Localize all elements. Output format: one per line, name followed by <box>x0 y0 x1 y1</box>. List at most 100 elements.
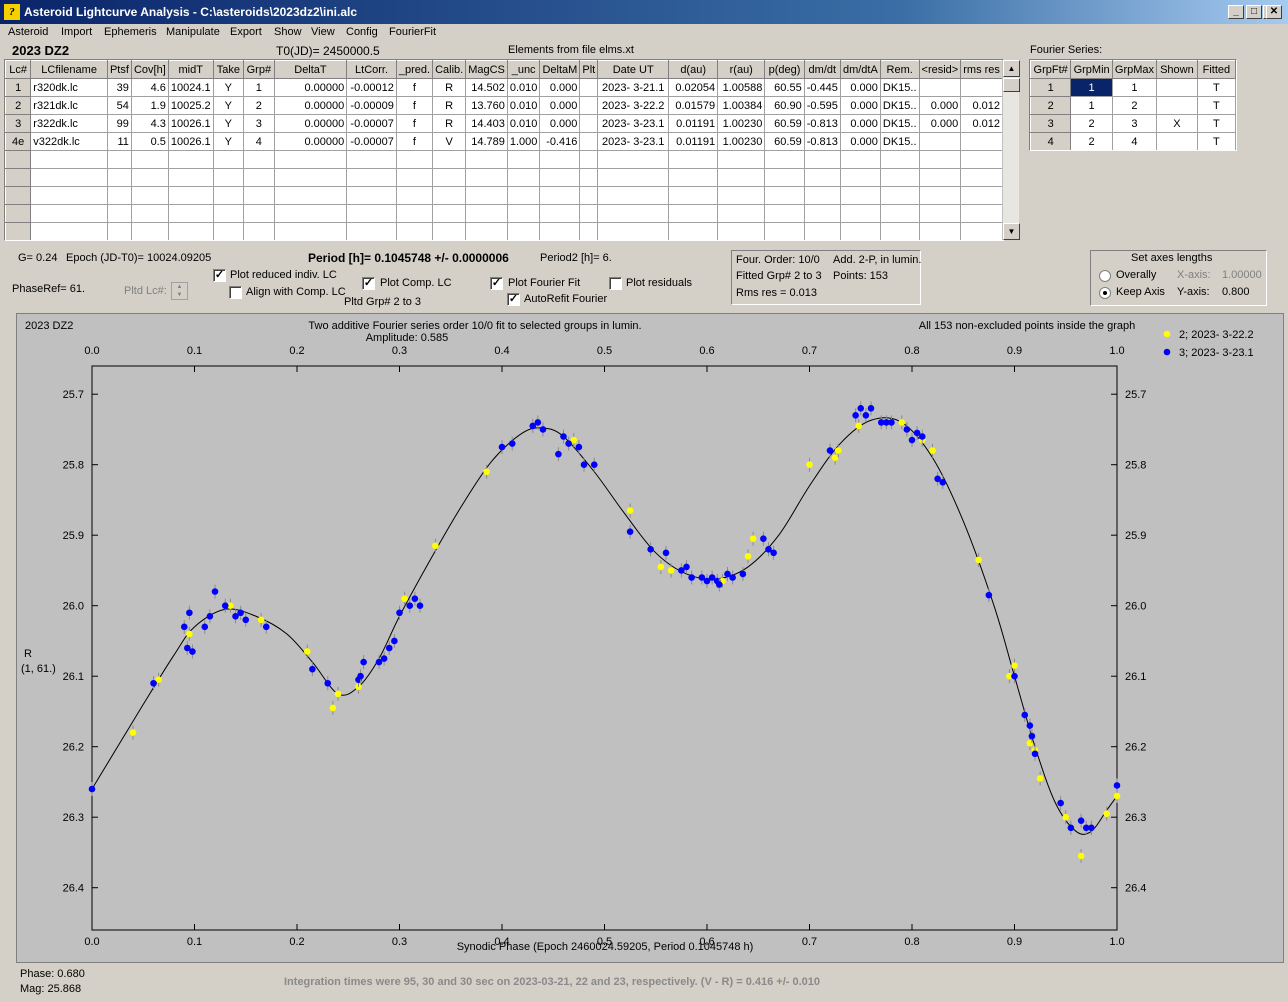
lc-cell[interactable] <box>432 168 467 187</box>
lc-cell[interactable] <box>274 186 348 205</box>
lc-table-row[interactable]: 4e v322dk.lc 11 0.5 10026.1 Y 4 0.00000 -0.00007… <box>5 132 1003 151</box>
lc-cell[interactable] <box>346 204 397 223</box>
lc-cell[interactable]: -0.00007 <box>346 132 397 151</box>
fourier-column-header[interactable]: GrpFt# <box>1030 60 1072 79</box>
lc-cell[interactable] <box>30 204 108 223</box>
lc-cell[interactable]: r320dk.lc <box>30 78 108 97</box>
lc-cell[interactable] <box>396 168 434 187</box>
lc-cell[interactable]: 39 <box>107 78 132 97</box>
lc-cell[interactable]: 60.59 <box>764 132 805 151</box>
lc-cell[interactable] <box>274 150 348 169</box>
lc-cell[interactable]: 14.403 <box>465 114 508 133</box>
lc-cell[interactable]: 0.000 <box>919 96 962 115</box>
lc-cell[interactable]: r322dk.lc <box>30 114 108 133</box>
fourier-cell[interactable]: 2 <box>1070 132 1113 150</box>
lc-cell[interactable] <box>840 168 881 187</box>
lc-cell[interactable] <box>507 186 541 205</box>
lc-cell[interactable]: 0.00000 <box>274 132 348 151</box>
lc-cell[interactable] <box>764 204 805 223</box>
lc-cell[interactable] <box>764 222 805 240</box>
menu-config[interactable]: Config <box>346 26 378 38</box>
lc-cell[interactable] <box>597 222 670 240</box>
lc-cell[interactable]: 60.55 <box>764 78 805 97</box>
lc-cell[interactable]: 1.000 <box>507 132 541 151</box>
lc-cell[interactable]: 0.000 <box>840 78 881 97</box>
lc-cell[interactable]: 1.00230 <box>717 132 766 151</box>
lc-cell[interactable]: 10026.1 <box>168 114 214 133</box>
lc-cell[interactable]: 2023- 3-22.2 <box>597 96 670 115</box>
menu-export[interactable]: Export <box>230 26 262 38</box>
lc-cell[interactable]: 1.00588 <box>717 78 766 97</box>
lightcurve-plot[interactable]: 0.0 0.0 0.1 0.1 0.2 0.2 0.3 0.3 0.4 0.4 0.5 0.5 0.6 0… <box>16 313 1284 963</box>
lc-cell[interactable] <box>107 204 132 223</box>
lc-cell[interactable]: 1 <box>243 78 275 97</box>
lc-column-header[interactable]: d(au) <box>668 60 719 79</box>
lc-cell[interactable] <box>432 204 467 223</box>
lc-cell[interactable]: 0.00000 <box>274 78 348 97</box>
lc-column-header[interactable]: Lc# <box>5 60 32 79</box>
lc-cell[interactable]: 0.000 <box>840 96 881 115</box>
lc-cell[interactable]: 1.00230 <box>717 114 766 133</box>
lc-cell[interactable] <box>960 168 1003 187</box>
lc-cell[interactable] <box>539 150 581 169</box>
lc-cell[interactable] <box>764 186 805 205</box>
lc-cell[interactable] <box>840 222 881 240</box>
lc-cell[interactable]: -0.813 <box>804 132 841 151</box>
lc-cell[interactable] <box>168 204 214 223</box>
lc-cell[interactable] <box>274 222 348 240</box>
lc-cell[interactable] <box>346 186 397 205</box>
lc-cell[interactable]: -0.813 <box>804 114 841 133</box>
lc-cell[interactable] <box>668 186 719 205</box>
lc-cell[interactable] <box>919 204 962 223</box>
lc-cell[interactable]: f <box>396 96 434 115</box>
lc-cell[interactable] <box>597 204 670 223</box>
lc-cell[interactable] <box>213 168 245 187</box>
lc-cell[interactable] <box>396 222 434 240</box>
plot-residuals-checkbox[interactable] <box>609 277 622 290</box>
lc-empty-row[interactable] <box>5 186 1003 205</box>
lc-cell[interactable] <box>880 150 920 169</box>
lc-cell[interactable]: -0.00009 <box>346 96 397 115</box>
lc-cell[interactable]: 0.010 <box>507 96 541 115</box>
lc-empty-row[interactable] <box>5 168 1003 187</box>
lc-cell[interactable] <box>668 222 719 240</box>
fourier-column-header[interactable]: Fitted <box>1196 60 1236 79</box>
lc-cell[interactable] <box>465 168 508 187</box>
fourier-cell[interactable] <box>1156 132 1198 150</box>
lc-row-header[interactable] <box>5 168 32 187</box>
lc-cell[interactable] <box>539 204 581 223</box>
lc-cell[interactable] <box>579 150 599 169</box>
lc-cell[interactable]: 14.789 <box>465 132 508 151</box>
scroll-up-icon[interactable]: ▲ <box>1003 60 1020 77</box>
lc-cell[interactable]: 0.000 <box>840 132 881 151</box>
lc-column-header[interactable]: Cov[h] <box>130 60 169 79</box>
lc-column-header[interactable]: DeltaT <box>273 60 348 79</box>
fourier-row-header[interactable]: 2 <box>1030 96 1072 115</box>
fourier-column-header[interactable]: GrpMin <box>1070 60 1113 79</box>
lc-cell[interactable] <box>717 222 766 240</box>
lc-cell[interactable] <box>131 150 169 169</box>
lc-column-header[interactable]: DeltaM <box>539 60 581 79</box>
menu-import[interactable]: Import <box>61 26 93 38</box>
lc-cell[interactable] <box>579 204 599 223</box>
lc-cell[interactable]: 4 <box>243 132 275 151</box>
lc-column-header[interactable]: MagCS <box>465 60 508 79</box>
fourier-cell[interactable]: T <box>1197 78 1236 97</box>
lc-cell[interactable] <box>804 204 841 223</box>
lc-cell[interactable] <box>539 222 581 240</box>
lc-column-header[interactable]: Rem. <box>879 60 920 79</box>
fourier-cell[interactable] <box>1156 96 1198 115</box>
lc-cell[interactable]: 3 <box>243 114 275 133</box>
lc-column-header[interactable]: r(au) <box>717 60 766 79</box>
fourier-cell[interactable]: 1 <box>1070 78 1113 97</box>
fourier-cell[interactable]: T <box>1197 114 1236 133</box>
lc-cell[interactable] <box>539 168 581 187</box>
lc-cell[interactable] <box>131 186 169 205</box>
lc-cell[interactable]: 0.02054 <box>668 78 719 97</box>
lc-cell[interactable] <box>243 222 275 240</box>
lc-table-row[interactable]: 1 r320dk.lc 39 4.6 10024.1 Y 1 0.00000 -0.00012 f… <box>5 78 1003 97</box>
lc-cell[interactable]: v322dk.lc <box>30 132 108 151</box>
